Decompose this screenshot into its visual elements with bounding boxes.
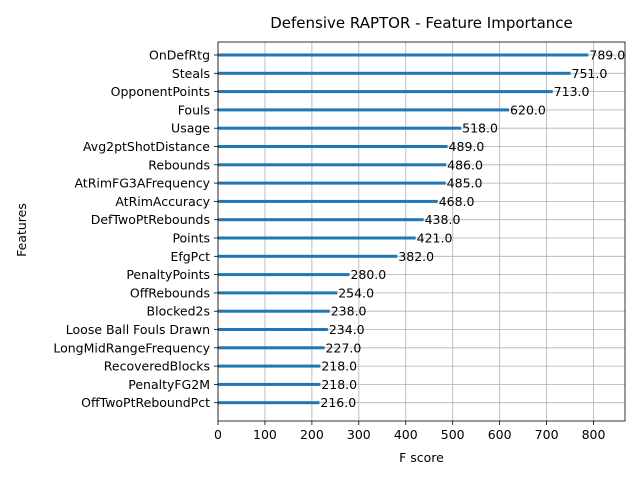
plot-area-frame	[217, 41, 626, 422]
bars	[218, 53, 589, 405]
bar	[218, 218, 424, 222]
y-tick-label: OffTwoPtReboundPct	[81, 395, 210, 410]
x-tick-label: 800	[582, 427, 606, 442]
y-tick-label: Blocked2s	[147, 304, 210, 319]
bar-value-label: 280.0	[350, 267, 386, 282]
bar-value-label: 468.0	[439, 194, 475, 209]
bar-value-label: 234.0	[329, 322, 365, 337]
y-tick-label: PenaltyFG2M	[128, 377, 210, 392]
y-tick-label: Rebounds	[148, 157, 210, 172]
bar	[218, 108, 510, 112]
y-tick-label: RecoveredBlocks	[104, 359, 210, 374]
data-labels: 789.0 751.0 713.0 620.0 518.0 489.0 486.0 485.0…	[320, 48, 625, 411]
bar	[218, 309, 330, 313]
bar-value-label: 216.0	[320, 395, 356, 410]
bar-value-label: 485.0	[447, 176, 483, 191]
bar-value-label: 620.0	[510, 102, 546, 117]
bar-value-label: 227.0	[326, 340, 362, 355]
bar-value-label: 789.0	[589, 48, 625, 63]
x-tick-label: 300	[347, 427, 371, 442]
bar-value-label: 382.0	[398, 249, 434, 264]
bar	[218, 401, 320, 405]
bar	[218, 346, 325, 350]
bar	[218, 163, 447, 167]
bar	[218, 199, 438, 203]
y-tick-label: OffRebounds	[130, 285, 210, 300]
bar	[218, 254, 398, 258]
x-tick-label: 200	[300, 427, 324, 442]
x-tick-label: 600	[488, 427, 512, 442]
bar-value-label: 751.0	[572, 66, 608, 81]
bar-value-label: 713.0	[554, 84, 590, 99]
bar	[218, 181, 446, 185]
x-tick-label: 0	[214, 427, 222, 442]
y-tick-label: PenaltyPoints	[126, 267, 210, 282]
bar	[218, 291, 338, 295]
y-tick-label: Usage	[171, 121, 210, 136]
y-axis-ticks: OnDefRtg Steals OpponentPoints Fouls Usage Av…	[53, 48, 218, 410]
y-tick-label: Avg2ptShotDistance	[83, 139, 210, 154]
y-axis-title: Features	[14, 203, 29, 257]
bar	[218, 145, 448, 148]
y-tick-label: Loose Ball Fouls Drawn	[66, 322, 210, 337]
y-tick-label: Steals	[172, 66, 210, 81]
x-tick-label: 700	[535, 427, 559, 442]
bar	[218, 126, 462, 130]
bar	[218, 53, 589, 57]
bar-value-label: 486.0	[447, 157, 483, 172]
x-tick-label: 400	[394, 427, 418, 442]
bar-value-label: 218.0	[321, 359, 357, 374]
x-axis-ticks: 0 100 200 300 400 500 600 700 800	[214, 421, 606, 442]
y-tick-label: Points	[172, 231, 210, 246]
x-tick-label: 500	[441, 427, 465, 442]
bar	[218, 328, 328, 331]
bar-value-label: 254.0	[338, 285, 374, 300]
chart-title: Defensive RAPTOR - Feature Importance	[270, 14, 573, 32]
bar-value-label: 518.0	[462, 121, 498, 136]
y-tick-label: AtRimFG3AFrequency	[74, 176, 210, 191]
bar	[218, 71, 571, 75]
x-axis-title: F score	[399, 450, 444, 465]
bar	[218, 90, 553, 94]
bar-value-label: 421.0	[417, 231, 453, 246]
x-tick-label: 100	[253, 427, 277, 442]
bar-value-label: 218.0	[321, 377, 357, 392]
bar-value-label: 489.0	[449, 139, 485, 154]
y-tick-label: OnDefRtg	[149, 48, 210, 63]
y-tick-label: AtRimAccuracy	[115, 194, 210, 209]
y-tick-label: Fouls	[178, 102, 210, 117]
y-tick-label: EfgPct	[170, 249, 210, 264]
y-tick-label: LongMidRangeFrequency	[53, 340, 210, 355]
y-tick-label: OpponentPoints	[111, 84, 210, 99]
bar	[218, 382, 321, 386]
bar-value-label: 238.0	[331, 304, 367, 319]
bar-value-label: 438.0	[425, 212, 461, 227]
bar	[218, 236, 416, 240]
bar	[218, 364, 321, 368]
bar	[218, 273, 350, 277]
y-tick-label: DefTwoPtRebounds	[91, 212, 210, 227]
